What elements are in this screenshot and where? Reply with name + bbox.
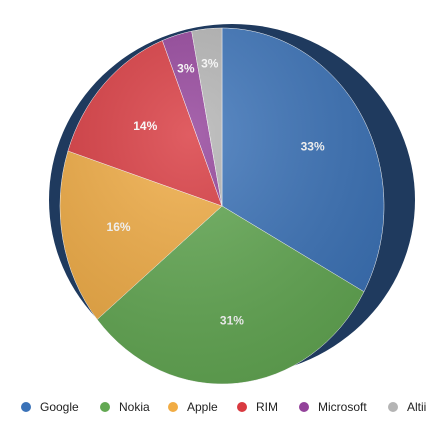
slice-label: 3% (177, 61, 195, 75)
pie: 33% 31% 16% 14% 3% 3% (59, 27, 385, 385)
legend: Google Nokia Apple RIM Microsoft Altii (21, 400, 426, 414)
legend-label: RIM (256, 400, 278, 414)
legend-marker (237, 402, 247, 412)
slice-label: 31% (220, 313, 244, 327)
legend-marker (100, 402, 110, 412)
legend-marker (21, 402, 31, 412)
legend-marker (388, 402, 398, 412)
legend-label: Microsoft (318, 400, 367, 414)
legend-label: Google (40, 400, 79, 414)
slice-label: 14% (133, 119, 157, 133)
legend-label: Nokia (119, 400, 150, 414)
legend-label: Altii (407, 400, 426, 414)
slice-label: 16% (107, 220, 131, 234)
slice-label: 33% (301, 139, 325, 153)
legend-label: Apple (187, 400, 218, 414)
slice-label: 3% (201, 56, 219, 70)
legend-marker (168, 402, 178, 412)
legend-marker (299, 402, 309, 412)
